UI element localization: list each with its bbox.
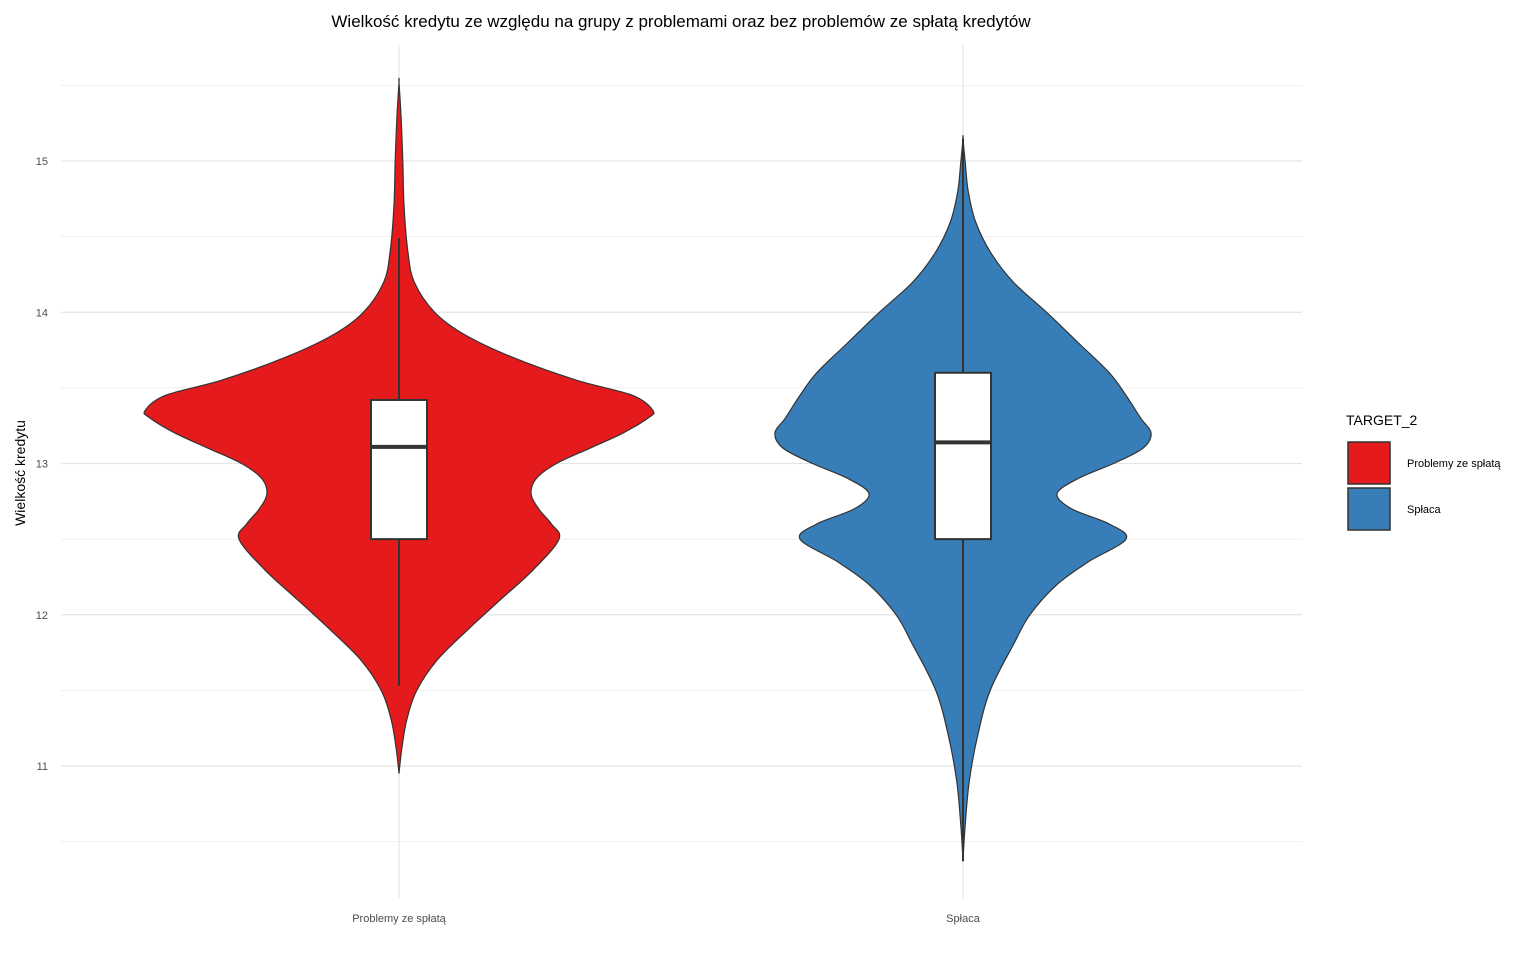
y-tick-label: 14 [36, 307, 48, 319]
chart-title: Wielkość kredytu ze względu na grupy z p… [331, 12, 1031, 31]
box [934, 371, 992, 541]
y-tick-label: 12 [36, 610, 48, 622]
legend-swatch [1347, 441, 1391, 485]
legend-label: Spłaca [1407, 504, 1442, 516]
y-axis: 11 12 13 14 15 [36, 156, 48, 773]
x-axis: Problemy ze spłatą Spłaca [352, 913, 980, 925]
violins [143, 77, 1152, 862]
y-tick-label: 13 [36, 459, 48, 471]
grid [61, 45, 1302, 898]
box [370, 398, 428, 541]
x-tick-label: Problemy ze spłatą [352, 913, 446, 925]
legend-swatch [1347, 487, 1391, 531]
y-tick-label: 11 [37, 761, 48, 773]
x-tick-label: Spłaca [946, 913, 981, 925]
boxplots [370, 138, 992, 862]
y-axis-label: Wielkość kredytu [12, 420, 28, 526]
y-tick-label: 15 [36, 156, 48, 168]
legend-title: TARGET_2 [1346, 412, 1418, 428]
legend: TARGET_2 Problemy ze spłatą Spłaca [1346, 412, 1501, 531]
legend-label: Problemy ze spłatą [1407, 458, 1501, 470]
